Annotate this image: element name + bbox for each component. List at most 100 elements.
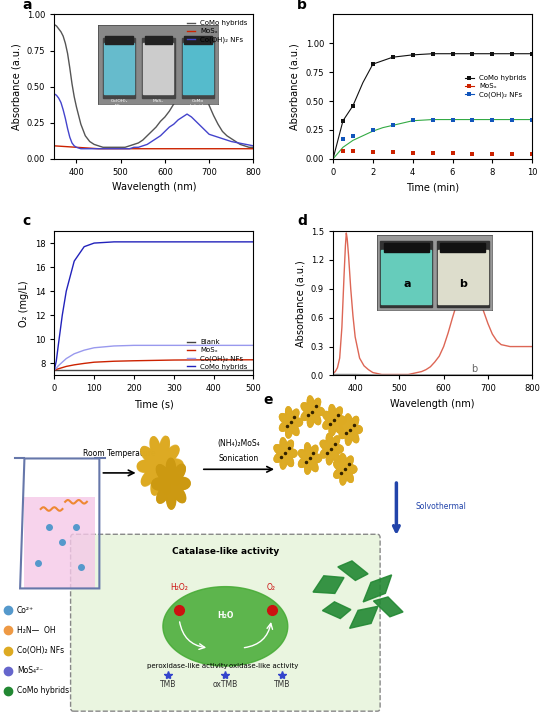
Co(OH)₂ NFs <box>166 123 173 131</box>
CoMo hybrids <box>193 71 199 79</box>
Polygon shape <box>320 434 343 465</box>
Text: TMB: TMB <box>274 680 291 690</box>
Co(OH)₂ NFs <box>53 91 60 100</box>
Co(OH)₂ NFs <box>63 355 70 363</box>
Co(OH)₂ NFs <box>127 144 133 153</box>
Legend: CoMo hybrids, MoSₓ, Co(OH)₂ NFs: CoMo hybrids, MoSₓ, Co(OH)₂ NFs <box>185 18 250 45</box>
Co(OH)₂ NFs <box>350 131 356 140</box>
Line: MoSₓ: MoSₓ <box>54 146 254 149</box>
Co(OH)₂ NFs <box>340 135 346 144</box>
Polygon shape <box>323 404 346 436</box>
CoMo hybrids <box>250 143 257 152</box>
Co(OH)₂ NFs <box>71 349 78 358</box>
Co(OH)₂ NFs <box>58 98 64 107</box>
CoMo hybrids <box>246 143 252 152</box>
Polygon shape <box>274 438 297 469</box>
MoSₓ <box>91 358 97 367</box>
Polygon shape <box>163 587 288 666</box>
MoSₓ <box>111 357 117 365</box>
CoMo hybrids <box>489 49 496 58</box>
Y-axis label: Absorbance (a.u.): Absorbance (a.u.) <box>290 43 300 130</box>
Polygon shape <box>152 458 190 509</box>
MoSₓ <box>350 147 356 155</box>
X-axis label: Time (min): Time (min) <box>406 183 459 193</box>
CoMo hybrids <box>71 257 78 266</box>
Co(OH)₂ NFs <box>162 127 168 136</box>
Co(OH)₂ NFs <box>60 105 66 114</box>
Co(OH)₂ NFs <box>188 113 195 121</box>
Polygon shape <box>274 438 297 469</box>
X-axis label: Wavelength (nm): Wavelength (nm) <box>390 399 475 409</box>
Co(OH)₂ NFs <box>157 131 164 140</box>
CoMo hybrids <box>104 143 111 152</box>
Co(OH)₂ NFs <box>95 144 102 153</box>
Polygon shape <box>274 438 297 469</box>
Co(OH)₂ NFs <box>171 120 177 129</box>
Polygon shape <box>137 437 183 495</box>
MoSₓ <box>63 362 70 371</box>
CoMo hybrids <box>78 120 84 129</box>
Line: Co(OH)₂ NFs: Co(OH)₂ NFs <box>54 94 254 149</box>
CoMo hybrids <box>350 101 356 110</box>
Polygon shape <box>137 437 183 495</box>
Polygon shape <box>137 436 183 495</box>
CoMo hybrids <box>250 238 257 246</box>
Co(OH)₂ NFs <box>111 342 117 350</box>
Co(OH)₂ NFs <box>81 346 87 355</box>
Polygon shape <box>334 453 357 485</box>
Co(OH)₂ NFs <box>55 94 62 103</box>
MoSₓ <box>81 359 87 367</box>
MoSₓ <box>73 143 80 152</box>
MoSₓ <box>340 147 346 155</box>
MoSₓ <box>162 144 168 153</box>
Text: Co²⁺: Co²⁺ <box>17 606 34 614</box>
Co(OH)₂ NFs <box>430 116 436 124</box>
MoSₓ <box>95 144 102 153</box>
MoSₓ <box>55 365 61 373</box>
Co(OH)₂ NFs <box>409 116 416 124</box>
MoSₓ <box>206 144 212 153</box>
Text: H₂O₂: H₂O₂ <box>171 583 188 592</box>
Co(OH)₂ NFs <box>113 144 119 153</box>
Polygon shape <box>301 396 324 427</box>
CoMo hybrids <box>59 311 66 320</box>
X-axis label: Wavelength (nm): Wavelength (nm) <box>112 183 196 193</box>
Text: (NH₄)₂MoS₄: (NH₄)₂MoS₄ <box>218 439 260 448</box>
Text: c: c <box>22 214 31 228</box>
Co(OH)₂ NFs <box>91 144 97 153</box>
MoSₓ <box>59 363 66 372</box>
MoSₓ <box>210 355 217 364</box>
Polygon shape <box>299 443 321 474</box>
Co(OH)₂ NFs <box>64 124 71 133</box>
Co(OH)₂ NFs <box>62 114 68 123</box>
Polygon shape <box>280 406 302 438</box>
Text: Sonication: Sonication <box>219 453 259 463</box>
MoSₓ <box>71 360 78 369</box>
Legend: Blank, MoSₓ, Co(OH)₂ NFs, CoMo hybrids: Blank, MoSₓ, Co(OH)₂ NFs, CoMo hybrids <box>185 337 250 372</box>
Polygon shape <box>313 575 344 593</box>
MoSₓ <box>430 149 436 157</box>
Co(OH)₂ NFs <box>193 117 199 126</box>
MoSₓ <box>117 144 124 153</box>
CoMo hybrids <box>131 238 137 246</box>
Line: MoSₓ: MoSₓ <box>54 360 254 370</box>
Polygon shape <box>363 575 392 602</box>
CoMo hybrids <box>340 116 346 125</box>
Co(OH)₂ NFs <box>78 144 84 153</box>
Co(OH)₂ NFs <box>197 121 204 130</box>
Polygon shape <box>301 396 324 427</box>
CoMo hybrids <box>81 243 87 251</box>
Co(OH)₂ NFs <box>153 134 159 143</box>
MoSₓ <box>529 150 535 159</box>
Polygon shape <box>301 396 324 427</box>
Text: b: b <box>297 0 307 12</box>
Line: CoMo hybrids: CoMo hybrids <box>54 25 254 147</box>
Co(OH)₂ NFs <box>69 139 75 147</box>
Polygon shape <box>334 454 357 485</box>
Text: oxTMB: oxTMB <box>213 680 238 690</box>
Co(OH)₂ NFs <box>509 116 515 124</box>
MoSₓ <box>250 144 257 153</box>
MoSₓ <box>171 356 177 365</box>
Co(OH)₂ NFs <box>67 133 73 142</box>
Polygon shape <box>299 443 321 474</box>
